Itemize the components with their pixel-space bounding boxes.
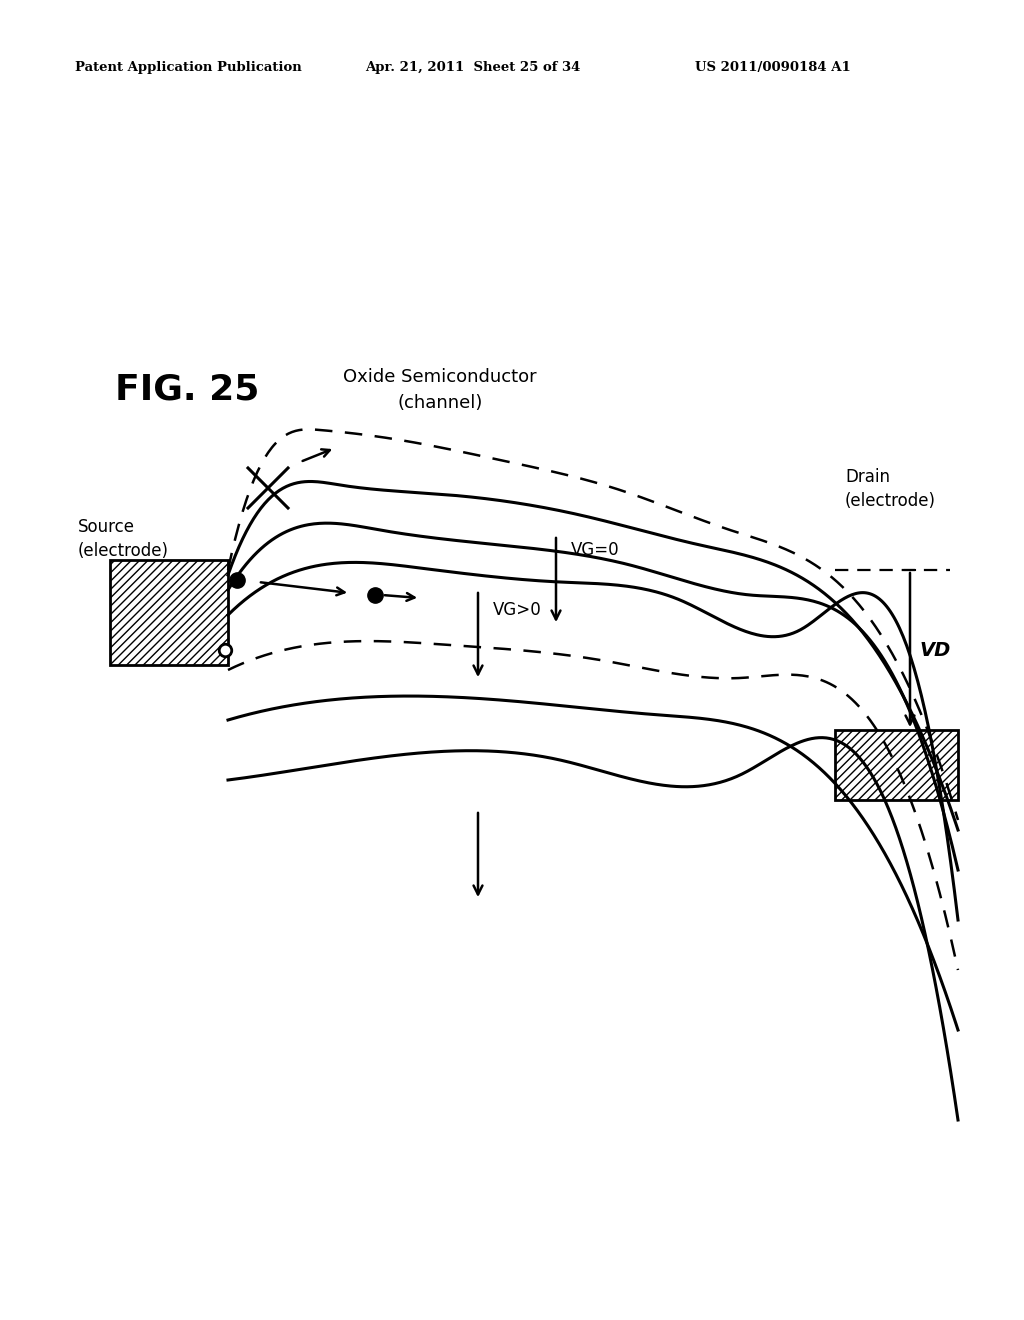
Text: VG>0: VG>0 <box>493 601 542 619</box>
Text: Drain
(electrode): Drain (electrode) <box>845 469 936 510</box>
Text: VG=0: VG=0 <box>571 541 620 558</box>
Polygon shape <box>835 730 958 800</box>
Text: Source
(electrode): Source (electrode) <box>78 519 169 560</box>
Text: FIG. 25: FIG. 25 <box>115 374 259 407</box>
Text: Patent Application Publication: Patent Application Publication <box>75 62 302 74</box>
Text: VD: VD <box>920 640 951 660</box>
Text: Apr. 21, 2011  Sheet 25 of 34: Apr. 21, 2011 Sheet 25 of 34 <box>365 62 581 74</box>
Polygon shape <box>110 560 228 665</box>
Text: US 2011/0090184 A1: US 2011/0090184 A1 <box>695 62 851 74</box>
Text: Oxide Semiconductor
(channel): Oxide Semiconductor (channel) <box>343 368 537 412</box>
